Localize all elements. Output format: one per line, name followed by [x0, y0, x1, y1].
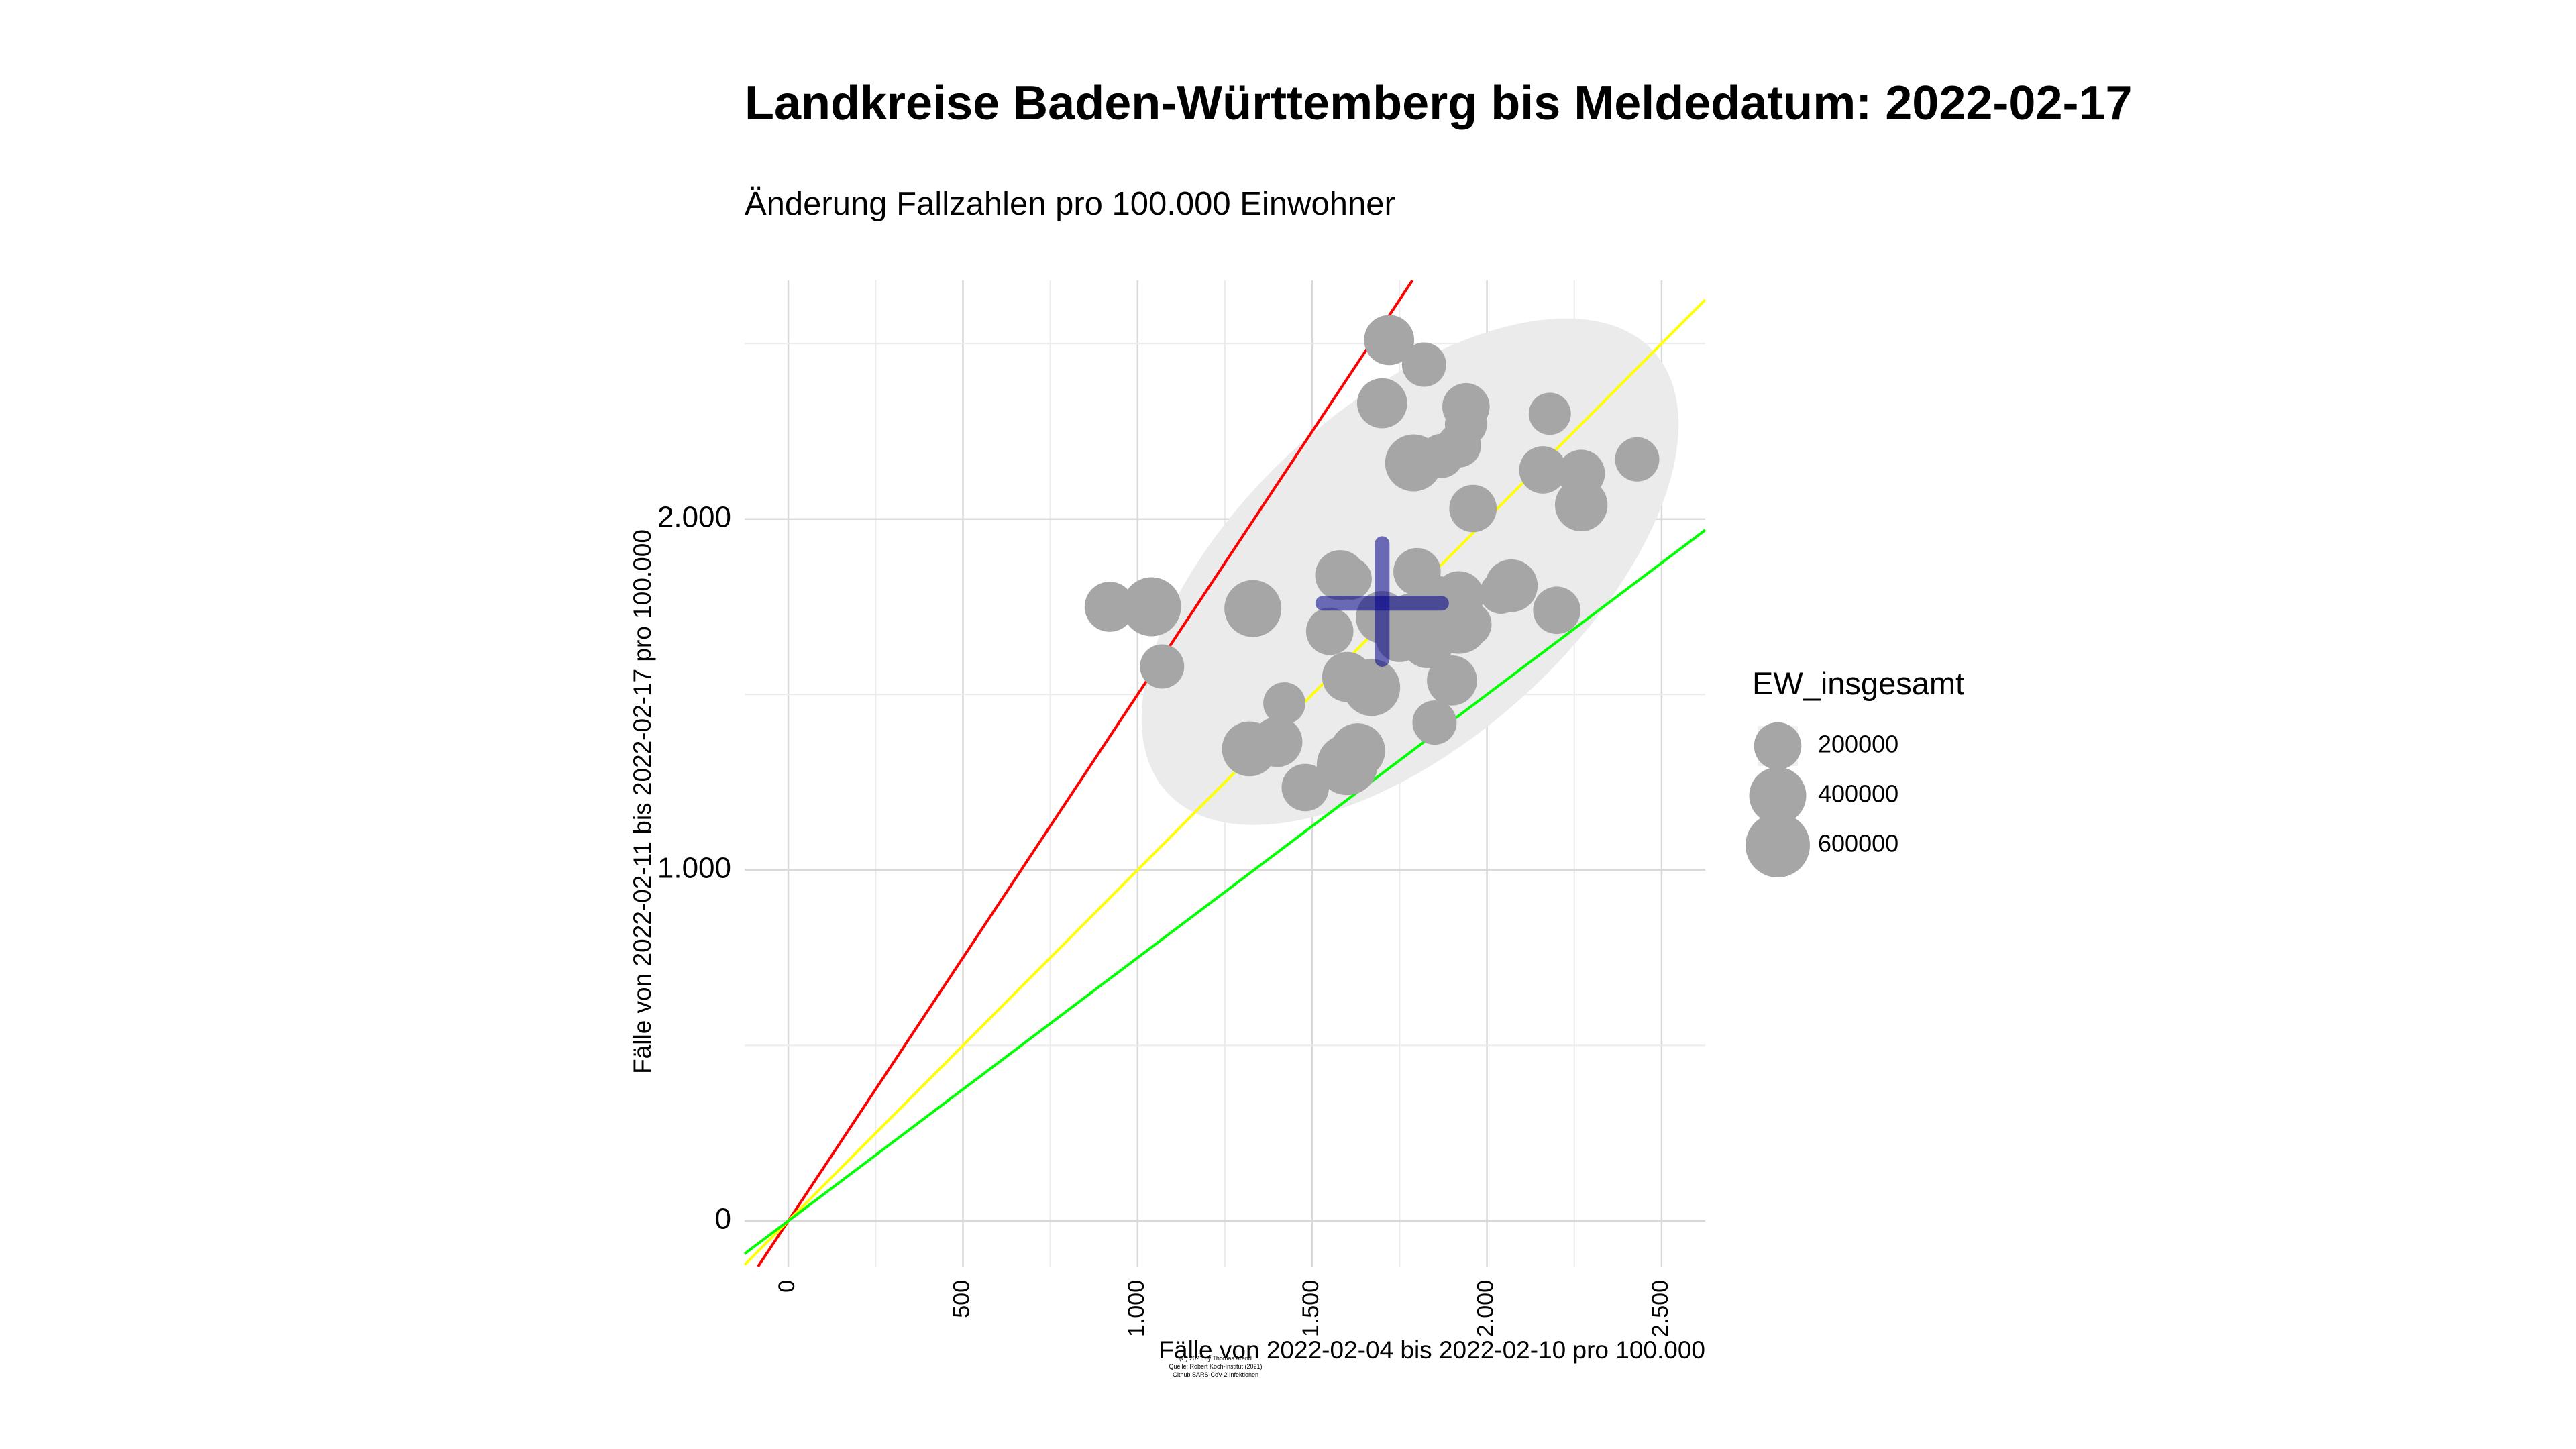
caption-line-1: (C) 2021 by Thomas Arend	[1179, 1355, 1252, 1362]
data-point	[1343, 659, 1401, 716]
data-point	[1485, 559, 1538, 612]
caption-line-2: Quelle: Robert Koch-Institut (2021)	[1169, 1363, 1262, 1370]
chart-subtitle: Änderung Fallzahlen pro 100.000 Einwohne…	[745, 186, 1395, 222]
y-tick-label: 0	[715, 1203, 731, 1236]
y-tick-label: 1.000	[657, 851, 731, 884]
data-point	[1364, 315, 1415, 366]
legend-point	[1746, 813, 1810, 877]
data-point	[1356, 378, 1407, 429]
data-point	[1412, 700, 1457, 745]
data-point	[1427, 655, 1477, 706]
caption: (C) 2021 by Thomas Arend Quelle: Robert …	[1169, 1355, 1262, 1378]
reference-line	[743, 529, 1707, 1255]
data-point	[1140, 644, 1185, 689]
data-point	[1401, 342, 1446, 387]
y-axis-label: Fälle von 2022-02-11 bis 2022-02-17 pro …	[629, 529, 656, 1074]
x-tick-label: 2.500	[1648, 1280, 1673, 1337]
data-point	[1330, 557, 1372, 600]
y-tick-label: 2.000	[657, 500, 731, 533]
data-point	[1084, 582, 1135, 632]
mean-cross	[1315, 536, 1449, 667]
data-point	[1615, 437, 1660, 482]
ticks: 0 500 1.000 1.500 2.000 2.500 0 1.000 2.000	[657, 500, 1673, 1337]
legend-point	[1754, 722, 1802, 770]
x-tick-label: 1.500	[1298, 1280, 1324, 1337]
data-point	[1252, 716, 1303, 767]
legend-label: 200000	[1818, 731, 1898, 758]
data-point	[1444, 403, 1487, 445]
data-point	[1528, 392, 1571, 435]
data-point	[1554, 478, 1608, 532]
reference-line	[757, 279, 1414, 1268]
x-tick-label: 0	[774, 1280, 800, 1293]
data-point	[1281, 763, 1330, 812]
legend-label: 600000	[1818, 830, 1898, 857]
data-point	[1263, 682, 1305, 724]
data-point	[1519, 446, 1567, 494]
legend-title: EW_insgesamt	[1752, 665, 1964, 701]
x-axis-label: Fälle von 2022-02-04 bis 2022-02-10 pro …	[1159, 1336, 1705, 1364]
data-point	[1533, 586, 1581, 635]
chart-title: Landkreise Baden-Württemberg bis Meldeda…	[745, 76, 2133, 130]
x-tick-label: 500	[949, 1280, 974, 1318]
data-point	[1316, 734, 1378, 796]
legend-label: 400000	[1818, 780, 1898, 808]
data-point	[1122, 577, 1181, 637]
caption-line-3: Github SARS-CoV-2 Infektionen	[1173, 1371, 1258, 1378]
x-tick-label: 2.000	[1473, 1280, 1499, 1337]
legend-point	[1749, 767, 1807, 824]
legend: EW_insgesamt 200000 400000 600000	[1746, 665, 1964, 877]
data-point	[1449, 484, 1497, 533]
data-point	[1447, 602, 1492, 647]
x-tick-label: 1.000	[1124, 1280, 1149, 1337]
data-point	[1305, 607, 1354, 655]
data-point	[1224, 580, 1282, 637]
points	[1084, 315, 1660, 812]
